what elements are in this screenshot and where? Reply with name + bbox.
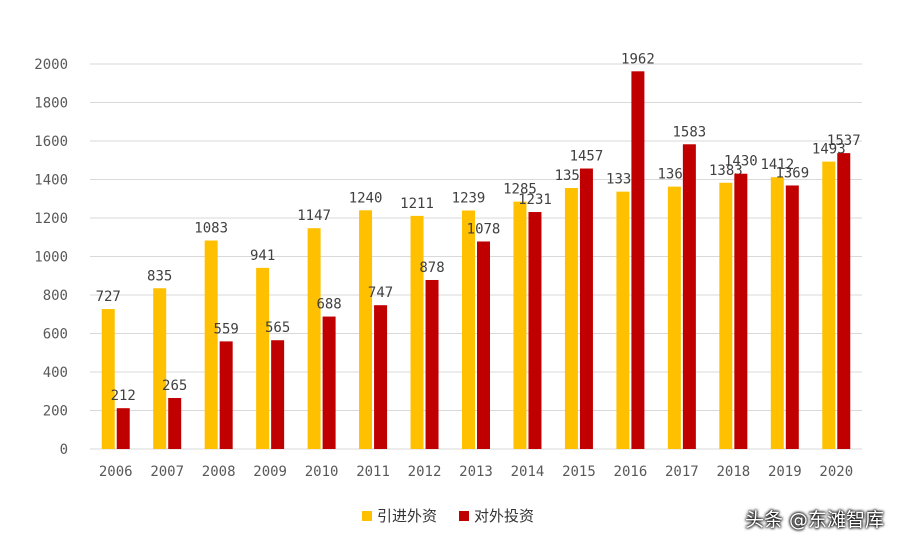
x-tick-label: 2016 (614, 464, 648, 480)
data-label: 1430 (724, 154, 758, 170)
chart-legend: 引进外资 对外投资 (362, 505, 534, 526)
legend-item-inward-investment: 引进外资 (362, 505, 437, 526)
x-tick-label: 2013 (459, 464, 493, 480)
data-label: 878 (419, 260, 444, 276)
y-tick-label: 400 (43, 365, 68, 381)
data-label: 1537 (827, 133, 861, 149)
data-label: 559 (214, 321, 239, 337)
bar-inward (307, 228, 321, 449)
data-label: 1083 (194, 221, 228, 237)
bar-outward (734, 173, 748, 449)
bar-inward (204, 240, 218, 449)
legend-item-outward-investment: 对外投资 (459, 505, 534, 526)
data-label: 1239 (452, 190, 486, 206)
bar-outward (631, 71, 645, 449)
data-label: 1147 (297, 208, 331, 224)
watermark: 头条 @东滩智库 (744, 509, 884, 531)
data-label: 1363 (658, 167, 692, 183)
x-tick-label: 2012 (408, 464, 442, 480)
data-label: 1457 (570, 149, 604, 165)
data-label: 1412 (760, 157, 794, 173)
y-tick-label: 1600 (34, 134, 68, 150)
data-label: 727 (96, 289, 121, 305)
data-label: 1240 (349, 190, 383, 206)
x-tick-label: 2015 (562, 464, 596, 480)
legend-swatch-red (459, 510, 470, 521)
data-label: 1078 (467, 221, 501, 237)
y-tick-label: 200 (43, 404, 68, 420)
bar-inward (462, 210, 475, 449)
legend-swatch-yellow (362, 510, 372, 521)
bar-inward (153, 288, 167, 449)
y-tick-label: 1800 (34, 96, 68, 112)
bar-inward (359, 210, 373, 449)
bar-inward (770, 177, 784, 449)
bar-inward (564, 187, 578, 449)
x-tick-label: 2014 (511, 464, 545, 480)
x-tick-label: 2018 (716, 464, 750, 480)
bar-outward (477, 241, 490, 449)
data-label: 1337 (606, 172, 640, 188)
x-tick-label: 2009 (253, 464, 287, 480)
x-tick-label: 2006 (99, 464, 133, 480)
bar-inward (101, 309, 115, 449)
bar-inward (616, 191, 630, 449)
legend-label-inward-investment: 引进外资 (377, 507, 438, 525)
x-tick-label: 2008 (202, 464, 236, 480)
data-label: 941 (250, 248, 275, 264)
bar-outward (528, 212, 542, 449)
bar-outward (322, 316, 336, 449)
data-label: 1493 (812, 142, 846, 158)
bar-outward (116, 408, 130, 449)
bar-inward (822, 161, 836, 449)
legend-label-outward-investment: 对外投资 (474, 507, 535, 525)
x-tick-label: 2007 (150, 464, 184, 480)
data-label: 1285 (503, 182, 537, 198)
x-tick-label: 2010 (305, 464, 339, 480)
x-tick-label: 2019 (768, 464, 802, 480)
data-label: 212 (111, 388, 136, 404)
bar-inward (410, 215, 424, 449)
bar-outward (682, 144, 696, 449)
y-tick-label: 600 (43, 327, 68, 343)
data-label: 1369 (775, 165, 809, 181)
bar-inward (256, 267, 270, 449)
x-tick-label: 2011 (356, 464, 390, 480)
data-label: 1356 (555, 168, 589, 184)
data-label: 1962 (621, 51, 655, 67)
data-label: 747 (368, 285, 393, 301)
y-tick-label: 1000 (34, 250, 68, 266)
data-label: 565 (265, 320, 290, 336)
data-label: 265 (162, 378, 187, 394)
bar-inward (667, 186, 681, 449)
data-label: 835 (147, 268, 172, 284)
y-tick-label: 2000 (34, 57, 68, 73)
bar-outward (271, 340, 285, 449)
bar-inward (513, 201, 527, 449)
y-tick-label: 1200 (34, 211, 68, 227)
bar-outward (374, 305, 388, 449)
data-label: 1211 (400, 196, 434, 212)
bar-outward (168, 397, 182, 449)
data-label: 688 (316, 297, 341, 313)
bar-outward (219, 341, 233, 449)
data-label: 1583 (673, 124, 707, 140)
x-tick-label: 2017 (665, 464, 699, 480)
bar-outward (837, 153, 851, 449)
bar-inward (719, 182, 733, 449)
bar-outward (785, 185, 799, 449)
y-tick-label: 800 (43, 288, 68, 304)
data-label: 1383 (709, 163, 743, 179)
y-tick-label: 1400 (34, 173, 68, 189)
bar-outward (425, 279, 439, 449)
data-label: 1231 (518, 192, 552, 208)
bar-outward (579, 168, 593, 449)
y-tick-label: 0 (60, 442, 68, 458)
x-tick-label: 2020 (819, 464, 853, 480)
